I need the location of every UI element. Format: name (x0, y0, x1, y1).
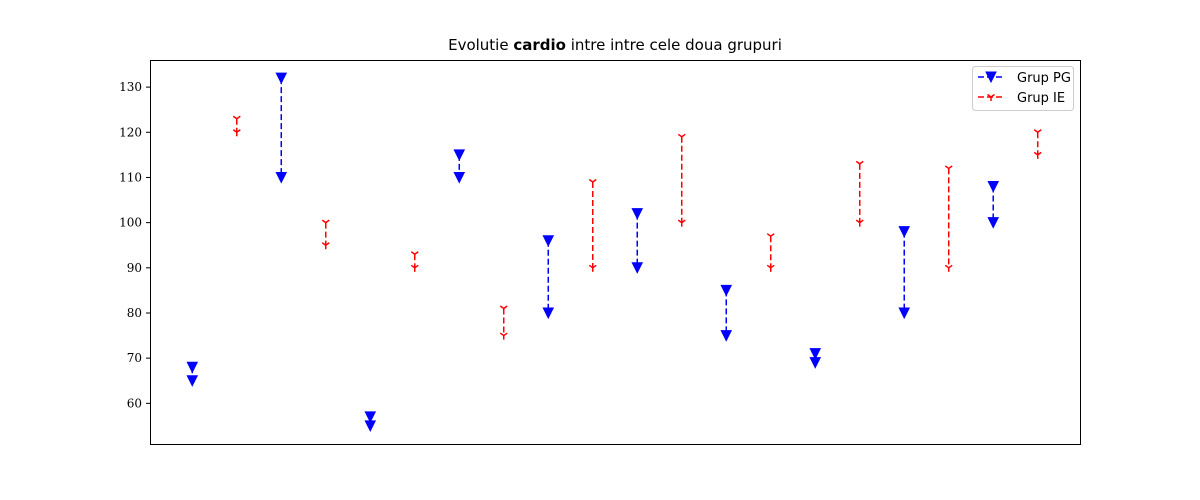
y-tick-label: 100 (119, 216, 142, 230)
y-tick-label: 120 (119, 125, 142, 139)
y-tick-label: 110 (119, 170, 142, 184)
data-segment (766, 233, 775, 272)
data-segment (588, 178, 597, 272)
data-point-start (720, 284, 733, 297)
legend-label: Grup PG (1017, 71, 1071, 86)
data-point-end (321, 242, 330, 250)
data-point-end (631, 262, 644, 274)
chart-title-prefix: Evolutie (448, 36, 514, 54)
data-point-end (232, 129, 241, 137)
data-point-start (542, 235, 555, 247)
data-point-end (987, 217, 1000, 229)
data-point-start (275, 72, 288, 85)
y-tick-label: 70 (127, 351, 142, 365)
data-segment (499, 305, 508, 340)
data-segment (720, 284, 733, 342)
data-point-start (410, 251, 419, 259)
data-segment (453, 149, 466, 184)
series-layer (186, 72, 1042, 433)
data-segment (275, 72, 288, 184)
data-point-start (809, 348, 822, 360)
y-tick-label: 90 (127, 261, 142, 275)
data-segment (677, 133, 686, 227)
data-segment (855, 160, 864, 227)
y-tick-label: 80 (127, 306, 142, 320)
data-segment (232, 115, 241, 137)
data-segment (944, 165, 953, 272)
y-tick-label: 60 (127, 396, 142, 410)
legend-marker (985, 71, 997, 84)
legend-marker (987, 93, 995, 101)
data-segment (898, 226, 911, 320)
data-point-start (987, 180, 1000, 193)
data-point-start (232, 115, 241, 123)
data-point-start (588, 178, 597, 186)
data-point-end (809, 357, 822, 369)
data-point-end (1033, 151, 1042, 159)
data-segment (410, 251, 419, 272)
data-point-end (542, 307, 555, 320)
legend-item: Grup IE (978, 91, 1065, 106)
data-point-end (677, 219, 686, 227)
chart-title: Evolutie cardio intre intre cele doua gr… (150, 36, 1080, 54)
data-point-end (410, 264, 419, 272)
data-point-end (364, 420, 377, 433)
legend-label: Grup IE (1017, 91, 1065, 106)
data-point-start (855, 160, 864, 168)
data-point-end (186, 375, 199, 387)
data-point-end (720, 330, 733, 342)
data-point-start (499, 305, 508, 313)
chart-title-bold: cardio (513, 36, 566, 54)
data-point-start (364, 411, 377, 424)
data-point-end (588, 264, 597, 272)
chart-title-suffix: intre intre cele doua grupuri (565, 36, 782, 54)
data-segment (364, 411, 377, 433)
data-point-end (453, 171, 466, 184)
data-point-start (766, 233, 775, 241)
data-point-start (677, 133, 686, 141)
data-segment (631, 208, 644, 274)
y-axis: 60 70 80 90 100 110 120 130 (119, 80, 150, 410)
data-point-start (898, 226, 911, 238)
data-segment (542, 235, 555, 320)
data-point-end (944, 264, 953, 272)
data-segment (987, 180, 1000, 229)
data-point-end (499, 332, 508, 340)
data-point-start (1033, 129, 1042, 137)
y-tick-label: 130 (119, 80, 142, 94)
series-grup-ie (232, 115, 1042, 340)
series-grup-pg (186, 72, 1000, 433)
data-segment (809, 348, 822, 369)
legend: Grup PG Grup IE (972, 66, 1074, 111)
data-point-start (321, 219, 330, 227)
data-point-start (186, 361, 199, 374)
data-segment (186, 361, 199, 387)
data-segment (1033, 129, 1042, 159)
data-segment (321, 219, 330, 250)
data-point-start (631, 208, 644, 220)
legend-item: Grup PG (978, 71, 1071, 86)
data-point-end (855, 219, 864, 227)
data-point-start (944, 165, 953, 173)
data-point-end (275, 171, 288, 184)
data-point-start (453, 149, 466, 161)
data-point-end (766, 264, 775, 272)
plot-frame (150, 60, 1081, 445)
data-point-end (898, 307, 911, 320)
